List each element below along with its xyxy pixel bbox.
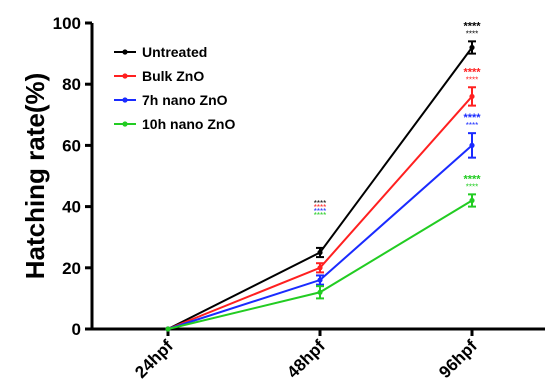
legend-marker [122,49,128,55]
legend-item: Untreated [114,44,207,60]
legend-label: 7h nano ZnO [142,92,228,108]
legend-marker [122,97,128,103]
data-point [317,265,323,271]
series-bulk-zno [165,86,476,332]
data-point [469,197,475,204]
data-point [469,93,475,100]
y-tick-label: 40 [62,198,81,217]
significance-stars: **** [314,211,326,220]
legend-item: 7h nano ZnO [114,92,228,108]
legend-marker [122,121,128,127]
data-point [317,289,323,295]
significance-stars: **** [314,207,326,216]
legend-label: 10h nano ZnO [142,116,235,132]
significance-stars: **** [314,199,326,208]
data-point [317,249,323,256]
y-axis-title: Hatching rate(%) [20,73,50,280]
legend-marker [122,73,128,79]
series-layer [165,40,476,332]
series-line [167,144,473,330]
legend-label: Untreated [142,44,207,60]
significance-stars: **** [466,182,478,191]
x-tick-label: 96hpf [435,336,481,382]
legend-label: Bulk ZnO [142,68,204,84]
legend-item: 10h nano ZnO [114,116,235,132]
significance-stars: **** [314,203,326,212]
significance-stars: **** [466,75,478,84]
y-tick-label: 0 [72,320,81,339]
data-point [317,277,323,283]
series-7h-nano-zno [165,132,476,332]
series-10h-nano-zno [165,193,476,332]
y-tick-label: 80 [62,75,81,94]
significance-stars: **** [463,112,481,124]
significance-stars: **** [463,66,481,78]
significance-stars: **** [466,29,478,38]
significance-stars: **** [466,121,478,130]
significance-markers: ****************************************… [314,20,482,220]
legend: Untreated Bulk ZnO 7h nano ZnO 10h nano ZnO [114,44,235,132]
data-point [469,142,475,148]
data-point [165,326,171,332]
x-tick-label: 48hpf [283,336,329,382]
y-tick-label: 100 [53,14,81,33]
data-point [469,44,475,51]
y-tick-label: 20 [62,259,81,278]
significance-stars: **** [463,173,481,185]
x-tick-label: 24hpf [131,336,177,382]
significance-stars: **** [463,20,481,32]
y-tick-label: 60 [62,136,81,155]
legend-item: Bulk ZnO [114,68,204,84]
